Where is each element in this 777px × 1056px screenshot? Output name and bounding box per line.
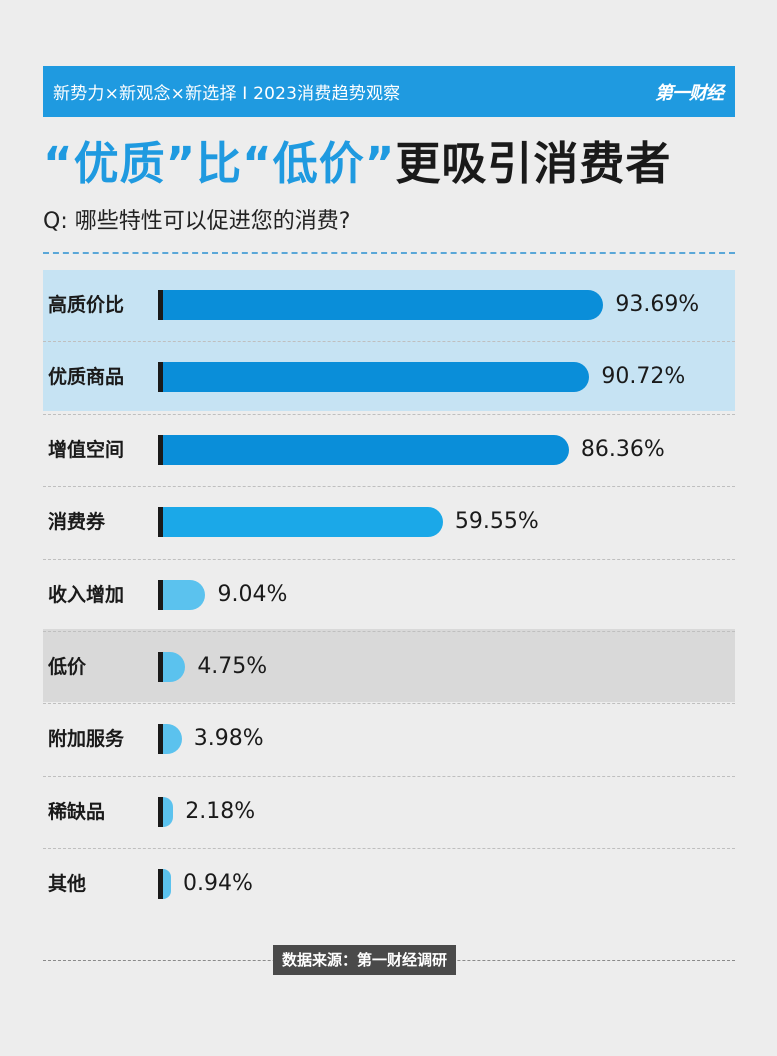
chart-row: 其他 0.94% bbox=[0, 848, 777, 920]
value-label: 93.69% bbox=[615, 292, 700, 317]
bar-axis-marker bbox=[158, 869, 163, 900]
category-label: 低价 bbox=[48, 656, 87, 678]
category-label: 收入增加 bbox=[48, 583, 125, 606]
bar-axis-marker bbox=[158, 362, 163, 393]
bar-axis-marker bbox=[158, 796, 163, 827]
bar-axis-marker bbox=[158, 507, 163, 538]
divider bbox=[43, 252, 735, 254]
value-label: 9.04% bbox=[217, 581, 288, 607]
headline-highlight: “优质”比“低价” bbox=[43, 137, 396, 190]
row-separator bbox=[43, 558, 735, 560]
chart-row: 消费券 59.55% bbox=[0, 486, 777, 558]
row-separator bbox=[43, 848, 735, 850]
bar bbox=[163, 507, 443, 538]
bar bbox=[163, 434, 569, 465]
value-label: 3.98% bbox=[193, 726, 264, 752]
chart-row: 优质商品 90.72% bbox=[0, 341, 777, 413]
chart-row: 稀缺品 2.18% bbox=[0, 776, 777, 848]
value-label: 90.72% bbox=[601, 364, 686, 390]
bar bbox=[163, 869, 171, 900]
chart-row: 附加服务 3.98% bbox=[0, 703, 777, 775]
chart-row: 高质价比 93.69% bbox=[0, 269, 777, 341]
bar bbox=[163, 290, 604, 320]
bar-axis-marker bbox=[158, 652, 163, 682]
chart-row: 低价 4.75% bbox=[0, 631, 777, 703]
bar bbox=[163, 579, 206, 610]
row-separator bbox=[43, 486, 735, 488]
category-label: 增值空间 bbox=[48, 438, 125, 461]
category-label: 优质商品 bbox=[48, 366, 125, 389]
row-separator bbox=[43, 631, 735, 632]
headline-rest: 更吸引消费者 bbox=[395, 137, 672, 190]
bar-axis-marker bbox=[158, 290, 163, 320]
value-label: 4.75% bbox=[197, 654, 268, 679]
value-label: 0.94% bbox=[183, 871, 253, 897]
row-separator bbox=[43, 413, 735, 415]
bar bbox=[163, 362, 590, 393]
question-text: Q: 哪些特性可以促进您的消费? bbox=[43, 209, 351, 234]
bar-axis-marker bbox=[158, 579, 163, 610]
bar bbox=[163, 724, 182, 755]
row-separator bbox=[43, 341, 735, 343]
bar bbox=[163, 796, 174, 827]
row-separator bbox=[43, 703, 735, 705]
value-label: 86.36% bbox=[580, 436, 665, 462]
banner-title: 新势力×新观念×新选择 I 2023消费趋势观察 bbox=[53, 84, 401, 104]
brand-logo: 第一财经 bbox=[655, 82, 724, 104]
page-title: “优质”比“低价”更吸引消费者 bbox=[43, 134, 763, 194]
bar bbox=[163, 652, 186, 682]
bar-axis-marker bbox=[158, 724, 163, 755]
bar-axis-marker bbox=[158, 434, 163, 465]
category-label: 附加服务 bbox=[48, 728, 125, 751]
header-banner: 新势力×新观念×新选择 I 2023消费趋势观察 第一财经 bbox=[43, 66, 735, 117]
value-label: 2.18% bbox=[185, 798, 256, 824]
data-source-label: 数据来源：第一财经调研 bbox=[273, 945, 457, 975]
chart-row: 增值空间 86.36% bbox=[0, 414, 777, 486]
category-label: 其他 bbox=[48, 873, 87, 896]
chart-row: 收入增加 9.04% bbox=[0, 559, 777, 631]
category-label: 稀缺品 bbox=[48, 800, 106, 823]
row-separator bbox=[43, 775, 735, 777]
category-label: 消费券 bbox=[48, 511, 106, 534]
category-label: 高质价比 bbox=[48, 294, 125, 316]
value-label: 59.55% bbox=[454, 509, 539, 535]
